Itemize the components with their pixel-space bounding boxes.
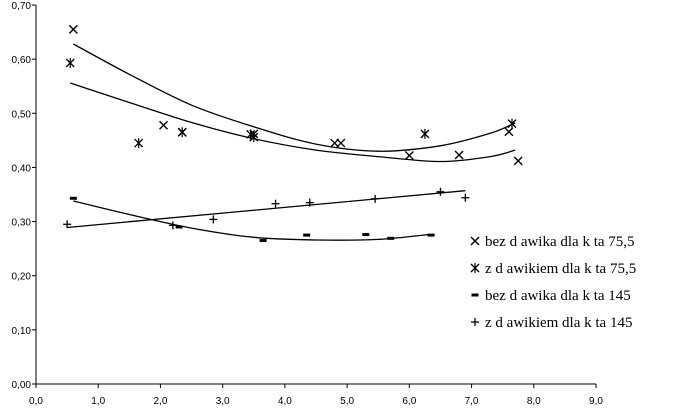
data-point-series-1 <box>68 24 78 34</box>
y-tick-label: 0,40 <box>12 163 32 174</box>
data-point-series-4 <box>168 221 177 230</box>
data-point-series-4 <box>461 193 470 202</box>
data-point-series-1 <box>504 127 514 137</box>
legend-label-series-3: bez d awika dla k ta 145 <box>485 288 631 304</box>
data-point-series-3 <box>362 233 370 237</box>
legend-label-series-1: bez d awika dla k ta 75,5 <box>485 234 635 250</box>
y-tick-label: 0,70 <box>12 1 32 12</box>
x-tick-label: 6,0 <box>402 396 416 407</box>
legend-marker-series-4 <box>471 318 479 326</box>
data-point-series-2 <box>65 57 75 68</box>
data-point-series-1 <box>454 150 464 160</box>
data-point-series-4 <box>371 194 380 203</box>
y-tick-label: 0,20 <box>12 272 32 283</box>
y-tick-label: 0,60 <box>12 55 32 66</box>
data-point-series-4 <box>305 198 314 207</box>
data-point-series-1 <box>336 138 346 148</box>
trend-lines <box>67 43 516 241</box>
x-tick-label: 0,0 <box>29 396 43 407</box>
x-tick-label: 4,0 <box>278 396 292 407</box>
data-point-series-3 <box>387 236 395 240</box>
data-point-series-4 <box>271 199 280 208</box>
x-tick-label: 2,0 <box>153 396 167 407</box>
trend-line-series-3 <box>73 200 429 241</box>
legend-marker-series-1 <box>470 236 480 246</box>
data-point-series-2 <box>134 138 144 149</box>
x-tick-label: 1,0 <box>91 396 105 407</box>
data-point-series-1 <box>513 156 523 166</box>
data-point-series-4 <box>63 220 72 229</box>
data-point-series-4 <box>209 215 218 224</box>
x-tick-label: 3,0 <box>216 396 230 407</box>
data-point-series-1 <box>404 151 414 161</box>
x-tick-label: 8,0 <box>527 396 541 407</box>
data-point-series-3 <box>175 225 183 229</box>
trend-line-series-1 <box>72 43 516 152</box>
axes: 0,0 1,0 2,0 3,0 4,0 5,0 6,0 7,0 8,0 9,0 0,00 0,10 0,… <box>12 1 604 407</box>
x-tick-label: 9,0 <box>589 396 603 407</box>
y-tick-label: 0,30 <box>12 218 32 229</box>
data-point-series-3 <box>69 196 77 200</box>
legend-marker-series-3 <box>471 293 479 297</box>
legend-label-series-4: z d awikiem dla k ta 145 <box>485 315 632 331</box>
trend-line-series-2 <box>70 82 516 163</box>
data-point-series-2 <box>507 118 517 129</box>
y-tick-label: 0,50 <box>12 109 32 120</box>
data-point-series-3 <box>427 233 435 237</box>
data-point-series-2 <box>249 132 259 143</box>
data-point-series-3 <box>303 233 311 237</box>
data-point-series-1 <box>159 120 169 130</box>
legend-label-series-2: z d awikiem dla k ta 75,5 <box>485 261 636 277</box>
data-point-series-2 <box>177 127 187 138</box>
data-point-series-4 <box>436 187 445 196</box>
data-point-series-2 <box>420 128 430 139</box>
x-tick-label: 7,0 <box>465 396 479 407</box>
data-point-series-3 <box>259 239 267 243</box>
data-markers <box>63 24 523 243</box>
y-tick-label: 0,10 <box>12 326 32 337</box>
legend-marker-series-2 <box>470 263 480 273</box>
x-tick-label: 5,0 <box>340 396 354 407</box>
y-tick-label: 0,00 <box>12 380 32 391</box>
legend: bez d awika dla k ta 75,5 z d awikiem dla… <box>470 234 636 331</box>
trend-line-series-4 <box>67 190 466 229</box>
